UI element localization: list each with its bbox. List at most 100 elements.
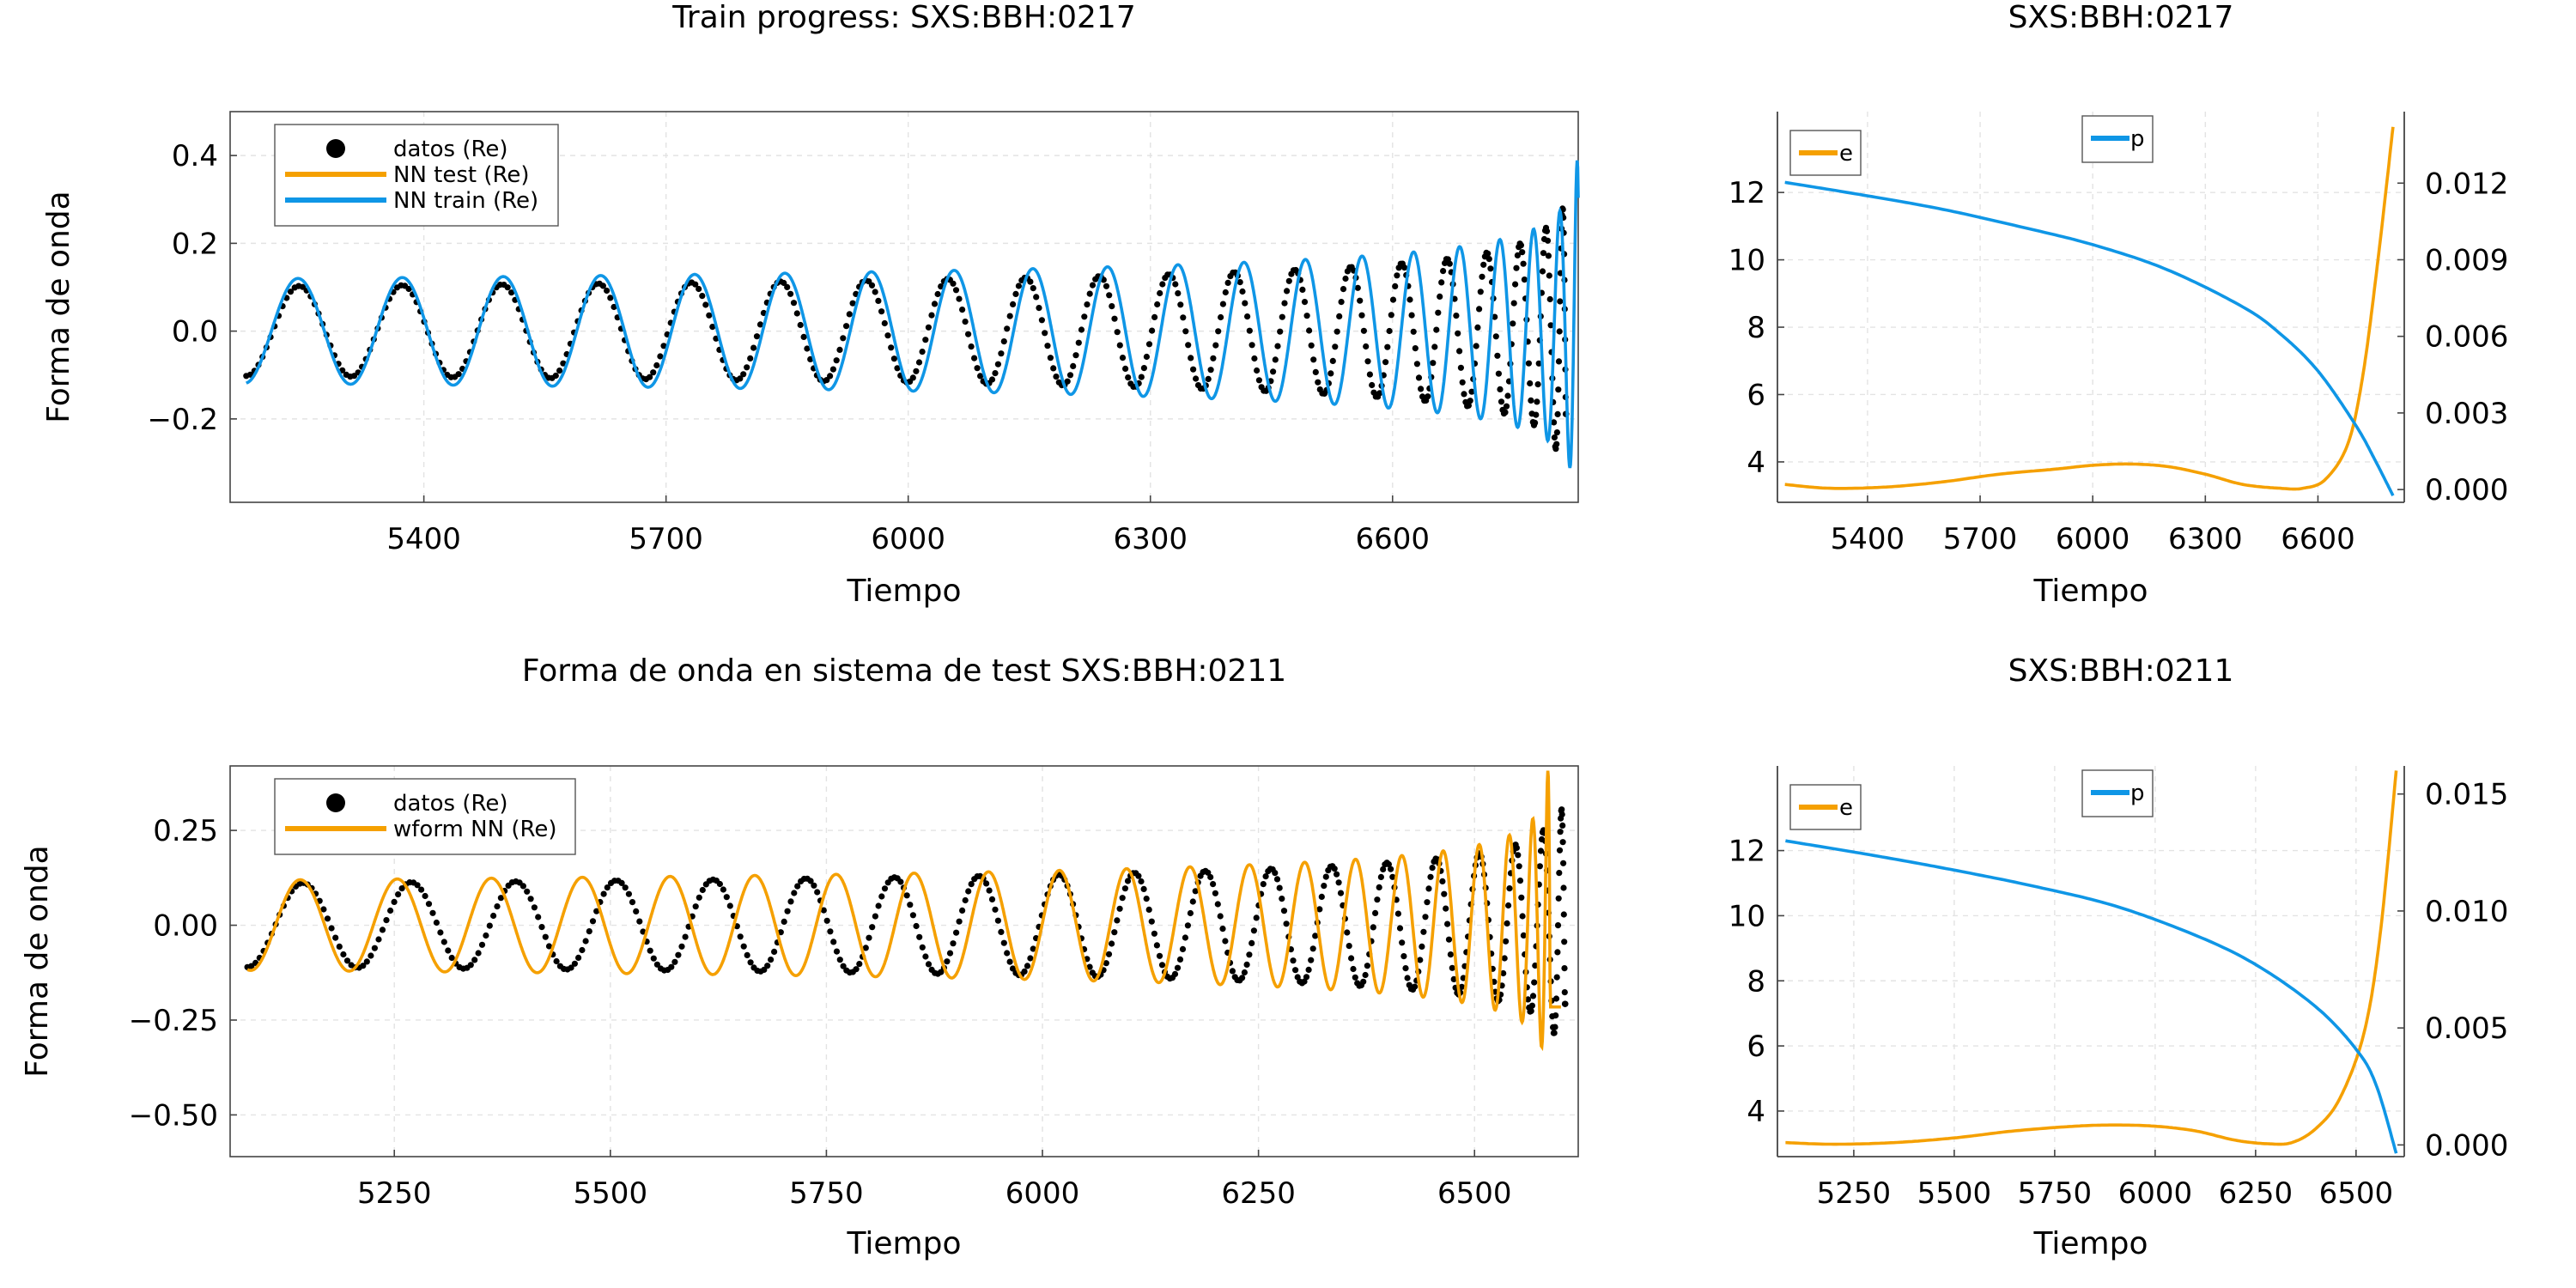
legend-entry: NN train (Re) bbox=[393, 188, 538, 214]
data-point bbox=[962, 319, 969, 325]
data-point bbox=[699, 886, 706, 894]
data-point bbox=[1425, 885, 1432, 892]
legend-box bbox=[274, 778, 576, 855]
data-point bbox=[922, 337, 929, 343]
data-point bbox=[1430, 360, 1437, 367]
data-point bbox=[881, 885, 889, 892]
data-point bbox=[1122, 365, 1129, 372]
data-point bbox=[1119, 895, 1126, 902]
data-point bbox=[744, 951, 750, 958]
data-point bbox=[781, 279, 787, 287]
data-point bbox=[1437, 293, 1443, 300]
data-point bbox=[1501, 955, 1508, 962]
data-point bbox=[1556, 870, 1563, 877]
data-point bbox=[599, 283, 607, 289]
data-point bbox=[1443, 905, 1449, 912]
data-point bbox=[1392, 283, 1399, 289]
data-point bbox=[1239, 288, 1246, 295]
legend-entry: datos (Re) bbox=[393, 791, 508, 817]
data-point bbox=[1212, 890, 1218, 896]
data-point bbox=[497, 895, 505, 902]
data-point bbox=[1480, 261, 1487, 268]
data-point bbox=[884, 332, 891, 339]
data-point bbox=[1244, 313, 1251, 320]
y-tick-label: 0.4 bbox=[172, 139, 218, 173]
data-point bbox=[467, 962, 474, 969]
x-tick-label: 5700 bbox=[629, 522, 703, 556]
data-point bbox=[519, 883, 527, 890]
data-point bbox=[784, 283, 791, 290]
data-point bbox=[1281, 300, 1288, 307]
data-point bbox=[793, 310, 800, 317]
data-point bbox=[1086, 290, 1093, 297]
series-line-p bbox=[1784, 180, 2395, 497]
legend-marker bbox=[326, 139, 345, 158]
data-point bbox=[916, 933, 923, 940]
data-point bbox=[524, 888, 531, 895]
data-point bbox=[1474, 324, 1481, 331]
data-point bbox=[925, 324, 932, 331]
data-point bbox=[535, 914, 542, 920]
data-point bbox=[706, 312, 713, 319]
data-point bbox=[553, 957, 560, 965]
data-point bbox=[336, 943, 343, 950]
data-point bbox=[1352, 974, 1358, 981]
data-point bbox=[1350, 965, 1357, 973]
data-point bbox=[1504, 392, 1511, 399]
data-point bbox=[582, 938, 589, 945]
data-point bbox=[800, 333, 807, 340]
data-point bbox=[1457, 364, 1464, 371]
data-point bbox=[1364, 963, 1370, 969]
data-point bbox=[1030, 285, 1036, 292]
data-point bbox=[1188, 355, 1194, 361]
data-point bbox=[405, 285, 412, 293]
data-point bbox=[625, 890, 633, 897]
data-point bbox=[1089, 282, 1097, 289]
data-point bbox=[1121, 885, 1128, 892]
data-point bbox=[1552, 1012, 1559, 1019]
data-point bbox=[607, 295, 614, 301]
data-point bbox=[1476, 306, 1483, 313]
data-point bbox=[950, 940, 957, 947]
data-point bbox=[1363, 343, 1370, 350]
data-point bbox=[1559, 839, 1566, 846]
y-tick-label: 10 bbox=[1728, 899, 1765, 933]
data-point bbox=[1535, 360, 1542, 367]
data-point bbox=[1453, 313, 1460, 319]
data-point bbox=[1552, 446, 1559, 453]
data-point bbox=[1185, 342, 1192, 349]
data-point bbox=[1053, 374, 1060, 380]
data-point bbox=[878, 308, 885, 315]
data-point bbox=[909, 374, 916, 381]
data-point bbox=[675, 951, 682, 958]
data-point bbox=[804, 345, 811, 352]
y-tick-label: 8 bbox=[1747, 311, 1765, 345]
data-point bbox=[1212, 342, 1219, 349]
plot-area bbox=[1785, 770, 2398, 1154]
data-point bbox=[1322, 873, 1329, 880]
data-point bbox=[1402, 965, 1409, 972]
data-point bbox=[1449, 964, 1455, 971]
data-point bbox=[1510, 320, 1516, 327]
data-point bbox=[872, 913, 879, 920]
data-point bbox=[1404, 975, 1411, 981]
series-line-e bbox=[1784, 126, 2395, 491]
data-point bbox=[339, 367, 346, 374]
data-point bbox=[869, 924, 876, 931]
data-point bbox=[1560, 911, 1567, 918]
data-point bbox=[1027, 278, 1034, 285]
data-point bbox=[1562, 1000, 1569, 1007]
data-point bbox=[1380, 866, 1387, 873]
data-point bbox=[1006, 958, 1013, 965]
data-point bbox=[1004, 950, 1011, 957]
data-point bbox=[1533, 411, 1540, 418]
data-point bbox=[840, 335, 847, 342]
data-point bbox=[647, 374, 653, 380]
y-tick-label: 4 bbox=[1747, 1095, 1765, 1129]
data-point bbox=[1224, 279, 1231, 286]
data-point bbox=[650, 955, 657, 962]
data-point bbox=[1192, 888, 1199, 895]
data-point bbox=[1382, 359, 1389, 366]
data-point bbox=[764, 963, 771, 969]
data-point bbox=[1551, 419, 1558, 426]
